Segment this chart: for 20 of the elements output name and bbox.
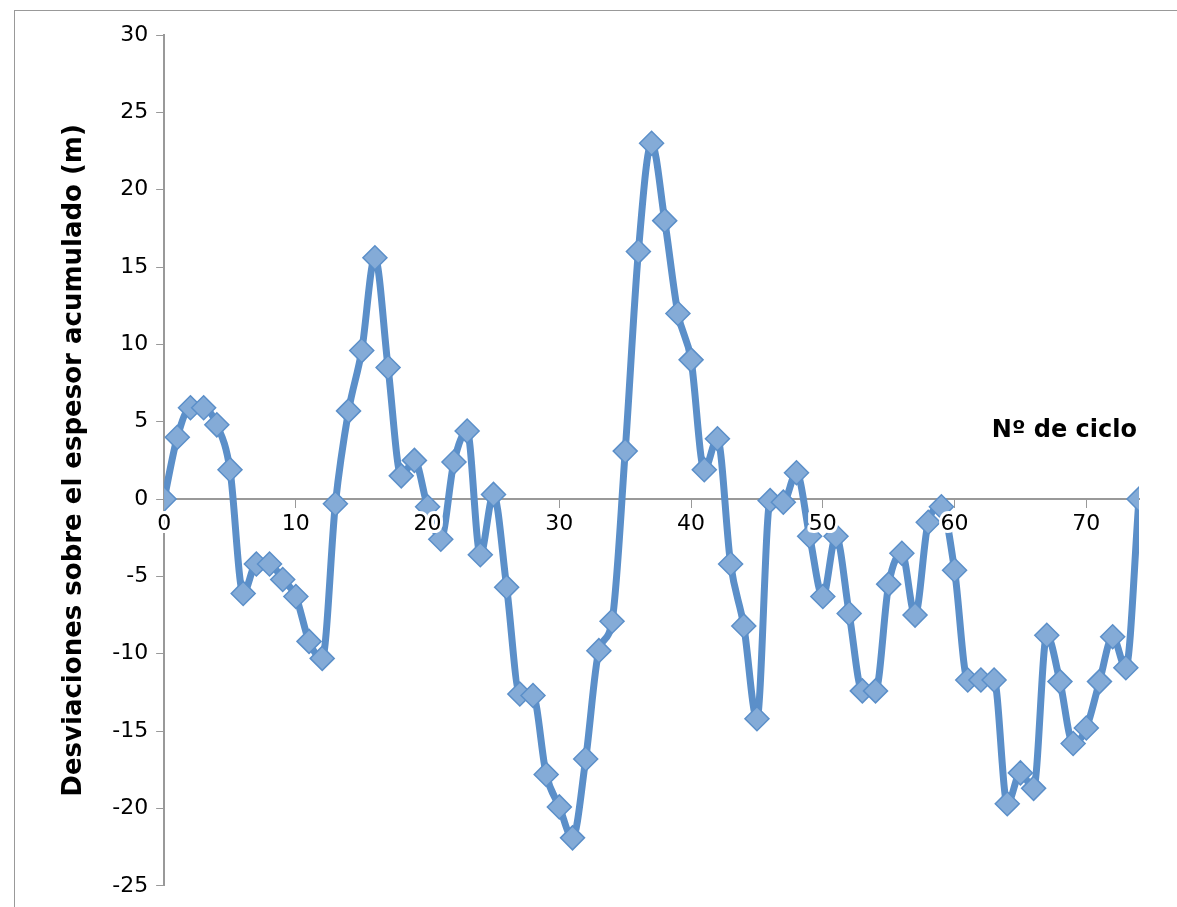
y-tick-label: 5 — [134, 407, 149, 433]
y-tick-label: 20 — [120, 175, 149, 201]
y-tick-label: 30 — [120, 20, 149, 46]
y-tick-label: -15 — [112, 716, 149, 742]
x-tick-label: 30 — [545, 509, 574, 535]
y-tick-label: -25 — [112, 871, 149, 897]
y-tick-label: 25 — [120, 98, 149, 124]
x-axis-title: Nº de ciclo — [991, 415, 1137, 444]
x-tick-label: 10 — [281, 509, 310, 535]
y-tick-label: -10 — [112, 639, 149, 665]
x-tick-label: 40 — [677, 509, 706, 535]
x-tick-label: 70 — [1072, 509, 1101, 535]
y-tick-label: 15 — [120, 252, 149, 278]
y-tick-label: -5 — [126, 562, 149, 588]
y-tick-label: 0 — [134, 484, 149, 510]
x-tick-label: 50 — [808, 509, 837, 535]
y-axis-title: Desviaciones sobre el espesor acumulado (m) — [57, 124, 88, 797]
y-tick-label: 10 — [120, 330, 149, 356]
x-tick-label: 0 — [157, 509, 172, 535]
y-tick-label: -20 — [112, 794, 149, 820]
